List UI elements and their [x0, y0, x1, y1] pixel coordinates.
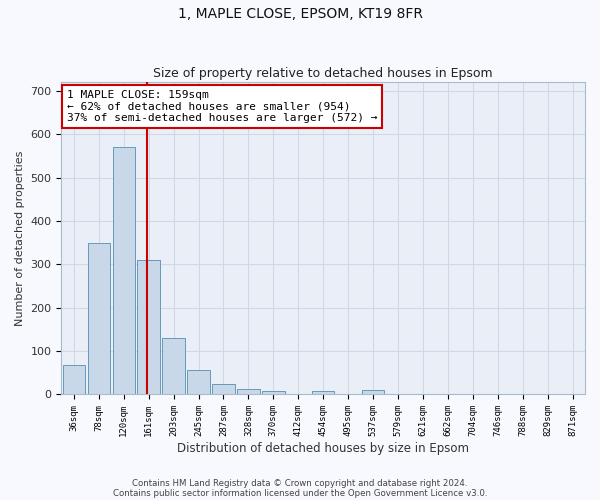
Text: 1, MAPLE CLOSE, EPSOM, KT19 8FR: 1, MAPLE CLOSE, EPSOM, KT19 8FR	[178, 8, 422, 22]
Text: Contains HM Land Registry data © Crown copyright and database right 2024.: Contains HM Land Registry data © Crown c…	[132, 478, 468, 488]
Bar	[262, 392, 284, 394]
Bar	[362, 390, 384, 394]
Text: Contains public sector information licensed under the Open Government Licence v3: Contains public sector information licen…	[113, 488, 487, 498]
Y-axis label: Number of detached properties: Number of detached properties	[15, 150, 25, 326]
Bar	[187, 370, 210, 394]
Bar	[113, 147, 135, 394]
X-axis label: Distribution of detached houses by size in Epsom: Distribution of detached houses by size …	[177, 442, 469, 455]
Title: Size of property relative to detached houses in Epsom: Size of property relative to detached ho…	[154, 66, 493, 80]
Bar	[312, 392, 334, 394]
Bar	[88, 242, 110, 394]
Bar	[237, 389, 260, 394]
Bar	[212, 384, 235, 394]
Bar	[163, 338, 185, 394]
Bar	[137, 260, 160, 394]
Bar	[62, 365, 85, 394]
Text: 1 MAPLE CLOSE: 159sqm
← 62% of detached houses are smaller (954)
37% of semi-det: 1 MAPLE CLOSE: 159sqm ← 62% of detached …	[67, 90, 377, 123]
